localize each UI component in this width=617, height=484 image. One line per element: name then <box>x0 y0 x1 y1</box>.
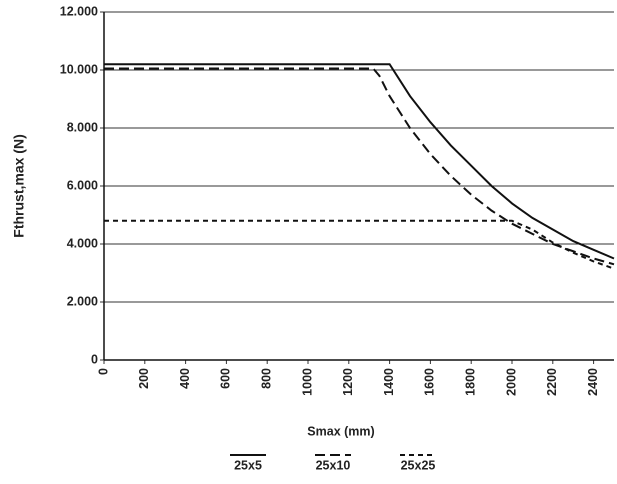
x-tick-label: 1800 <box>463 368 477 396</box>
y-tick-label: 2.000 <box>67 294 98 308</box>
line <box>104 67 615 266</box>
legend-label: 25x10 <box>316 458 351 472</box>
x-tick-label: 400 <box>178 368 192 389</box>
x-tick-label: 1000 <box>300 368 314 396</box>
line <box>104 219 615 270</box>
x-tick-label: 2200 <box>545 368 559 396</box>
line <box>104 63 615 260</box>
x-tick-label: 2400 <box>586 368 600 396</box>
y-tick-label: 0 <box>91 352 98 366</box>
legend-label: 25x5 <box>234 458 262 472</box>
x-tick-label: 1600 <box>423 368 437 396</box>
y-tick-label: 10.000 <box>60 62 98 76</box>
x-tick-label: 1400 <box>382 368 396 396</box>
x-tick-label: 600 <box>219 368 233 389</box>
y-tick-label: 4.000 <box>67 236 98 250</box>
legend-label: 25x25 <box>401 458 436 472</box>
x-tick-label: 2000 <box>504 368 518 396</box>
x-tick-label: 800 <box>259 368 273 389</box>
y-tick-label: 8.000 <box>67 120 98 134</box>
y-axis-label: Fthrust,max (N) <box>11 134 27 237</box>
x-tick-label: 200 <box>137 368 151 389</box>
y-tick-label: 12.000 <box>60 4 98 18</box>
x-tick-label: 1200 <box>341 368 355 396</box>
x-axis-label: Smax (mm) <box>307 424 374 438</box>
x-tick-label: 0 <box>96 368 110 375</box>
y-tick-label: 6.000 <box>67 178 98 192</box>
